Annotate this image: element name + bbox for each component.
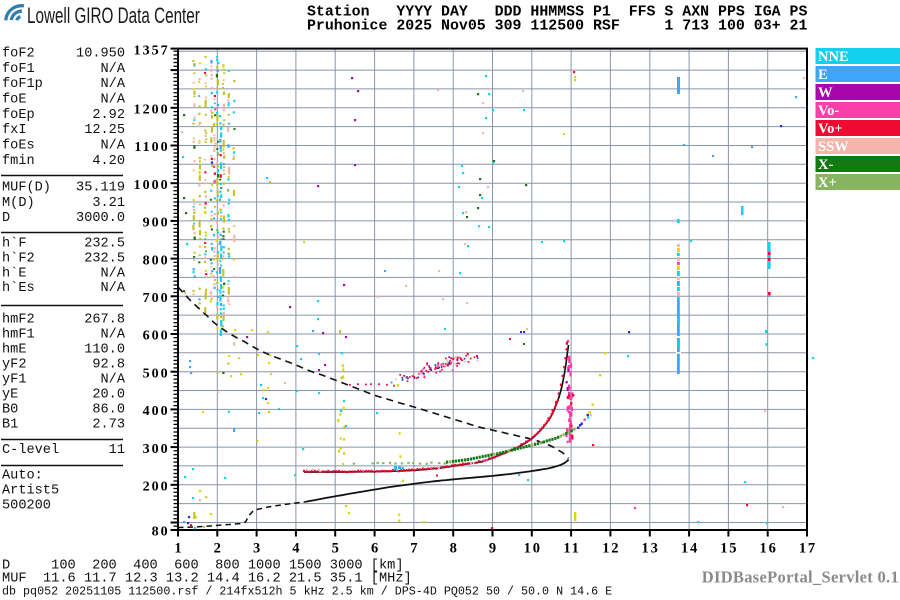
svg-text:Lowell GIRO Data Center: Lowell GIRO Data Center [27, 3, 200, 27]
svg-text:hmF2: hmF2 [2, 313, 35, 328]
svg-text:800: 800 [143, 253, 170, 268]
svg-text:db pq052 20251105 112500.rsf /: db pq052 20251105 112500.rsf / 214fx512h… [2, 585, 612, 599]
svg-text:11: 11 [109, 443, 125, 458]
svg-text:3.21: 3.21 [92, 196, 125, 211]
svg-text:20.0: 20.0 [92, 388, 125, 403]
svg-text:fmin: fmin [2, 154, 35, 169]
svg-text:12.25: 12.25 [84, 123, 125, 138]
svg-text:80: 80 [152, 525, 170, 540]
svg-text:3000.0: 3000.0 [76, 211, 125, 226]
svg-text:3: 3 [253, 541, 262, 557]
svg-text:232.5: 232.5 [84, 251, 125, 266]
svg-text:N/A: N/A [101, 93, 126, 108]
svg-text:MUF(D): MUF(D) [2, 181, 51, 196]
svg-text:h`Es: h`Es [2, 281, 35, 296]
svg-text:yF1: yF1 [2, 373, 26, 388]
svg-text:2.73: 2.73 [92, 418, 125, 433]
svg-text:6: 6 [371, 541, 380, 557]
svg-text:110.0: 110.0 [84, 343, 125, 358]
svg-text:N/A: N/A [101, 266, 126, 281]
svg-text:h`F: h`F [2, 237, 26, 252]
svg-text:NNE: NNE [818, 49, 849, 65]
svg-text:SSW: SSW [818, 139, 849, 155]
svg-text:500200: 500200 [2, 499, 51, 514]
svg-text:h`F2: h`F2 [2, 251, 35, 266]
svg-text:7: 7 [410, 541, 419, 557]
svg-text:10: 10 [524, 541, 542, 557]
svg-text:Artist5: Artist5 [2, 484, 59, 499]
svg-text:14: 14 [681, 541, 699, 557]
svg-text:yE: yE [2, 388, 18, 403]
svg-text:92.8: 92.8 [92, 358, 125, 373]
svg-text:4: 4 [292, 541, 301, 557]
svg-text:200: 200 [143, 480, 170, 495]
svg-text:15: 15 [720, 541, 738, 557]
svg-text:10.950: 10.950 [76, 47, 125, 62]
svg-text:foEs: foEs [2, 139, 35, 154]
svg-text:16: 16 [760, 541, 778, 557]
svg-text:700: 700 [143, 291, 170, 306]
svg-text:N/A: N/A [101, 373, 126, 388]
svg-text:hmF1: hmF1 [2, 328, 35, 343]
svg-text:B1: B1 [2, 418, 18, 433]
svg-text:N/A: N/A [101, 62, 126, 77]
svg-text:12: 12 [602, 541, 620, 557]
svg-text:C-level: C-level [2, 443, 59, 458]
svg-text:foF1p: foF1p [2, 77, 43, 92]
svg-text:17: 17 [799, 541, 817, 557]
svg-text:500: 500 [143, 366, 170, 381]
svg-text:Station YYYY DAY DDD HHMMS: Station YYYY DAY DDD HHMMSS P1 FFS S AXN… [307, 5, 807, 21]
svg-text:N/A: N/A [101, 281, 126, 296]
svg-text:foF2: foF2 [2, 47, 35, 62]
svg-text:MUF 11.6 11.7 12.3 13.2 14.4: MUF 11.6 11.7 12.3 13.2 14.4 16.2 21.5 3… [2, 572, 412, 587]
svg-text:N/A: N/A [101, 139, 126, 154]
svg-text:Pruhonice 2025 Nov05 309 11250: Pruhonice 2025 Nov05 309 112500 RSF 1 71… [307, 18, 807, 34]
svg-text:X+: X+ [818, 175, 837, 191]
svg-text:DIDBasePortal_Servlet 0.1: DIDBasePortal_Servlet 0.1 [702, 568, 899, 587]
svg-text:2: 2 [214, 541, 223, 557]
svg-text:h`E: h`E [2, 266, 26, 281]
svg-text:232.5: 232.5 [84, 237, 125, 252]
svg-text:Vo-: Vo- [818, 103, 839, 119]
svg-text:4.20: 4.20 [92, 154, 125, 169]
svg-text:9: 9 [489, 541, 498, 557]
svg-text:foE: foE [2, 93, 26, 108]
svg-text:300: 300 [143, 442, 170, 457]
svg-text:yF2: yF2 [2, 358, 26, 373]
svg-text:600: 600 [143, 329, 170, 344]
svg-text:fxI: fxI [2, 123, 26, 138]
svg-text:400: 400 [143, 404, 170, 419]
svg-text:1: 1 [174, 541, 183, 557]
svg-text:8: 8 [450, 541, 459, 557]
svg-text:W: W [818, 85, 833, 101]
svg-text:1100: 1100 [134, 140, 169, 155]
svg-text:1000: 1000 [134, 178, 170, 193]
svg-text:5: 5 [332, 541, 341, 557]
svg-text:1200: 1200 [134, 103, 170, 118]
svg-text:M(D): M(D) [2, 196, 35, 211]
svg-text:Auto:: Auto: [2, 469, 43, 484]
svg-text:N/A: N/A [101, 77, 126, 92]
svg-text:35.119: 35.119 [76, 181, 125, 196]
svg-text:E: E [818, 67, 828, 83]
svg-text:N/A: N/A [101, 328, 126, 343]
svg-text:D 100 200 400 600 800: D 100 200 400 600 800 1000 1500 3000 [km… [2, 559, 404, 574]
svg-text:2.92: 2.92 [92, 108, 125, 123]
svg-text:B0: B0 [2, 403, 18, 418]
svg-text:hmE: hmE [2, 343, 26, 358]
svg-text:267.8: 267.8 [84, 313, 125, 328]
svg-text:13: 13 [642, 541, 660, 557]
svg-text:1357: 1357 [134, 43, 170, 58]
svg-text:Vo+: Vo+ [818, 121, 843, 137]
svg-text:86.0: 86.0 [92, 403, 125, 418]
svg-text:900: 900 [143, 216, 170, 231]
svg-text:foEp: foEp [2, 108, 35, 123]
svg-text:11: 11 [563, 541, 580, 557]
svg-text:X-: X- [818, 157, 833, 173]
svg-text:D: D [2, 211, 10, 226]
svg-text:foF1: foF1 [2, 62, 35, 77]
